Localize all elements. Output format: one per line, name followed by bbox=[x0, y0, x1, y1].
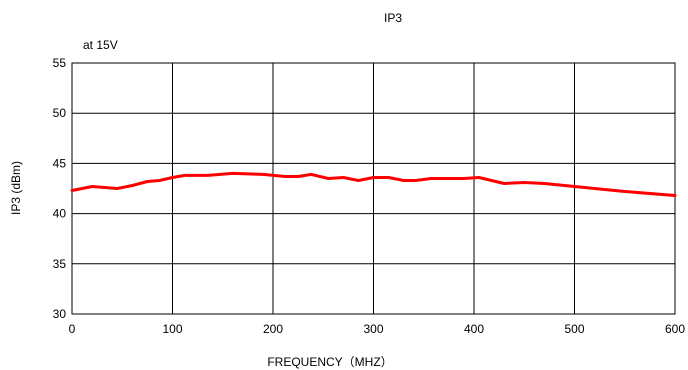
x-tick-label: 300 bbox=[363, 322, 383, 336]
x-tick-label: 600 bbox=[665, 322, 685, 336]
tick-labels: 0 100 200 300 400 500 600 30 35 40 45 50 55 bbox=[53, 56, 686, 336]
y-tick-label: 40 bbox=[53, 207, 67, 221]
chart-title: IP3 bbox=[384, 11, 402, 25]
y-tick-label: 45 bbox=[53, 156, 67, 170]
x-tick-label: 500 bbox=[564, 322, 584, 336]
y-tick-label: 30 bbox=[53, 307, 67, 321]
x-tick-label: 400 bbox=[464, 322, 484, 336]
x-tick-label: 200 bbox=[263, 322, 283, 336]
y-axis-label: IP3 (dBm) bbox=[9, 161, 23, 215]
ip3-series-line bbox=[70, 171, 677, 197]
x-tick-label: 0 bbox=[69, 322, 76, 336]
chart-subtitle: at 15V bbox=[83, 38, 118, 52]
y-tick-label: 50 bbox=[53, 106, 67, 120]
y-tick-label: 35 bbox=[53, 257, 67, 271]
series-layer bbox=[70, 171, 677, 197]
x-tick-label: 100 bbox=[162, 322, 182, 336]
y-tick-label: 55 bbox=[53, 56, 67, 70]
x-axis-label: FREQUENCY（MHZ） bbox=[267, 355, 392, 369]
plot-area-frame bbox=[71, 62, 676, 315]
